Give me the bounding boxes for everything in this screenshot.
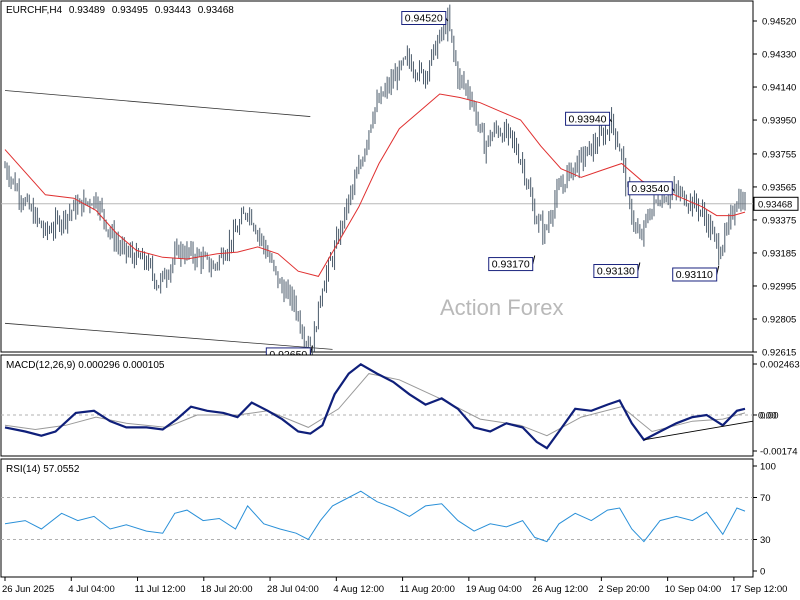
price-axis-label: 0.92805 [762, 314, 796, 325]
time-axis-label: 26 Jun 2025 [2, 584, 54, 595]
time-axis-label: 17 Sep 12:00 [731, 584, 788, 595]
price-axis-label: 0.93950 [762, 116, 796, 127]
channel-lines [4, 90, 333, 350]
macd-series [4, 362, 746, 450]
time-axis-label: 11 Aug 20:00 [400, 584, 455, 595]
macd-current-marker: 0.00 [758, 410, 777, 421]
macd-axis: 0.002463 0.00 -0.00174 [753, 360, 800, 458]
callout-label: 0.93540 [631, 183, 669, 195]
macd-axis-label: 0.002463 [760, 360, 800, 371]
symbol-timeframe: EURCHF,H4 0.93489 0.93495 0.93443 0.9346… [6, 5, 234, 16]
time-axis-label: 11 Jul 12:00 [135, 584, 186, 595]
callout-label: 0.93110 [676, 269, 713, 281]
moving-average-line [4, 93, 746, 277]
callout-box [565, 111, 611, 126]
time-axis-label: 4 Jul 04:00 [68, 584, 114, 595]
channel-line [4, 90, 311, 117]
ohlc-close: 0.93468 [198, 5, 235, 16]
price-axis: 0.94520 0.94330 0.94140 0.93950 0.93755 0.935… [753, 17, 796, 359]
time-axis-label: 28 Jul 04:00 [267, 584, 319, 595]
time-axis-label: 19 Aug 04:00 [466, 584, 522, 595]
rsi-axis-label: 100 [760, 462, 776, 473]
callout-label: 0.93940 [569, 113, 607, 125]
signal-line [4, 373, 746, 437]
ohlc-high: 0.93495 [112, 5, 149, 16]
rsi-pane[interactable]: 100 70 30 0 RSI(14) 57.0552 [0, 458, 776, 578]
price-axis-label: 0.94140 [762, 83, 796, 94]
callout-box [593, 264, 639, 279]
macd-axis-label: 0.00 [760, 410, 779, 421]
macd-line [4, 362, 746, 450]
current-price-box [753, 196, 799, 211]
watermark: Action Forex [440, 295, 564, 320]
callout-box [627, 181, 673, 196]
rsi-levels [1, 497, 753, 540]
time-axis-label: 4 Aug 12:00 [333, 584, 384, 595]
ohlc-open: 0.93489 [69, 5, 106, 16]
time-axis-label: 26 Aug 12:00 [532, 584, 588, 595]
time-axis-label: 10 Sep 04:00 [665, 584, 722, 595]
price-axis-label: 0.93755 [762, 149, 796, 160]
callout-label: 0.93130 [597, 266, 635, 278]
channel-line [4, 322, 333, 350]
price-axis-label: 0.93375 [762, 215, 796, 226]
price-axis-label: 0.92615 [762, 348, 796, 359]
rsi-line [4, 490, 746, 543]
macd-title: MACD(12,26,9) 0.000296 0.000105 [6, 360, 165, 371]
price-axis-label: 0.93565 [762, 182, 796, 193]
callout-box [401, 11, 447, 25]
rsi-title: RSI(14) 57.0552 [6, 464, 80, 475]
price-pane[interactable]: Action Forex 0.94520 0.94330 0.94140 0.9395… [0, 0, 799, 362]
macd-axis-label: -0.00174 [760, 447, 798, 458]
current-price-label: 0.93468 [758, 199, 792, 210]
callout-label: 0.94520 [405, 13, 443, 25]
price-axis-label: 0.94330 [762, 50, 796, 61]
rsi-axis: 100 70 30 0 [753, 462, 776, 578]
time-axis-label: 2 Sep 20:00 [598, 584, 649, 595]
time-axis: 26 Jun 2025 4 Jul 04:00 11 Jul 12:00 18 Jul… [2, 577, 787, 595]
ohlc-low: 0.93443 [155, 5, 192, 16]
symbol-title: EURCHF,H4 [6, 5, 63, 16]
price-axis-label: 0.93185 [762, 248, 796, 259]
price-axis-label: 0.92995 [762, 281, 796, 292]
rsi-axis-label: 30 [760, 535, 771, 546]
macd-pane-frame [0, 354, 754, 457]
rsi-axis-label: 70 [760, 493, 771, 504]
rsi-series [4, 490, 746, 543]
macd-trendline [643, 420, 754, 441]
current-price-marker: 0.93468 [753, 196, 799, 211]
price-pane-frame [0, 0, 754, 353]
macd-pane[interactable]: 0.002463 0.00 -0.00174 0.00 MACD(12,26,9) … [0, 354, 800, 458]
price-axis-label: 0.94520 [762, 17, 796, 28]
candlesticks [4, 4, 746, 360]
callout-box [672, 267, 718, 282]
callout-box [488, 257, 534, 272]
callout-label: 0.93170 [492, 259, 530, 271]
rsi-axis-label: 0 [760, 567, 765, 578]
rsi-pane-frame [0, 458, 754, 578]
time-axis-label: 18 Jul 20:00 [201, 584, 253, 595]
